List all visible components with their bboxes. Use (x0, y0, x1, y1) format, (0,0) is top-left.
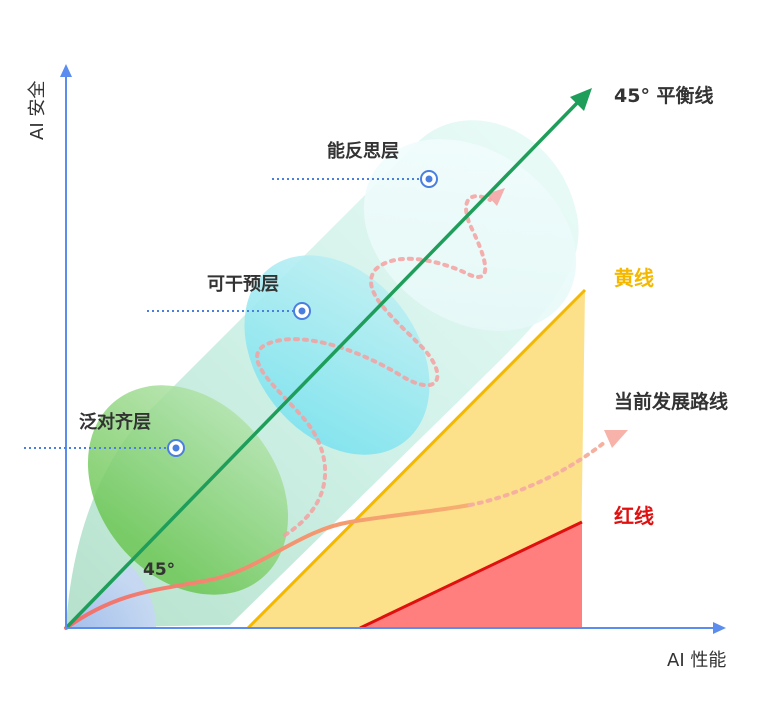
yellow-line-label: 黄线 (614, 266, 654, 290)
target-icon (167, 439, 185, 457)
arrowhead-icon (604, 430, 628, 448)
y-axis-label: AI 安全 (27, 81, 48, 140)
arrowhead-icon (60, 64, 72, 77)
angle-label: 45° (143, 560, 175, 580)
target-icon (420, 170, 438, 188)
current-path (64, 503, 472, 630)
layer-label-alignment: 泛对齐层 (79, 411, 151, 433)
current-path-dotted (468, 440, 607, 507)
layer-label-intervenable: 可干预层 (207, 274, 279, 295)
target-icon (293, 302, 311, 320)
yellow-line (246, 288, 587, 630)
reflective-layer-region (363, 139, 577, 331)
red-line (359, 520, 583, 630)
layer-label-reflective: 能反思层 (327, 140, 399, 162)
red-line-label: 红线 (614, 504, 654, 528)
arrowhead-icon (713, 622, 726, 634)
alignment-layer-region (87, 385, 289, 595)
current-path-label: 当前发展路线 (614, 390, 728, 413)
reflection-path (255, 194, 492, 537)
balance-line-label: 45° 平衡线 (614, 84, 714, 107)
arrowhead-icon (570, 88, 592, 111)
balance-line (64, 98, 582, 630)
x-axis-label: AI 性能 (667, 650, 726, 671)
